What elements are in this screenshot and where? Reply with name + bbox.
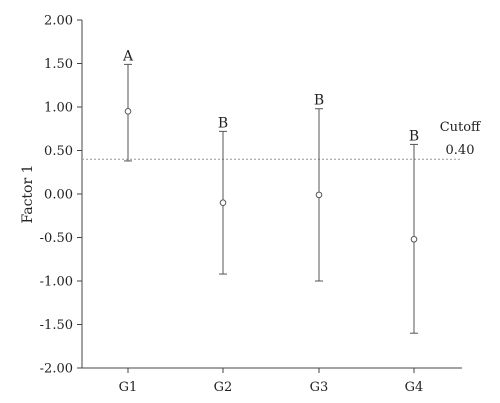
y-tick-label: 1.50 xyxy=(44,57,73,72)
y-tick-label: 2.00 xyxy=(44,14,73,29)
error-bar-group-g2: B xyxy=(218,115,228,275)
y-tick-label: 0.50 xyxy=(44,144,73,159)
x-tick-label: G4 xyxy=(405,380,424,395)
x-tick-label: G2 xyxy=(214,380,233,395)
cutoff-value-label: 0.40 xyxy=(446,143,475,158)
group-letter: B xyxy=(218,115,228,131)
error-bar-group-g1: A xyxy=(122,48,134,162)
y-axis-ticks: 2.00 1.50 1.00 0.50 0.00 -0.50 -1.00 -1.50 -2.00 xyxy=(40,14,82,377)
cutoff-label: Cutoff xyxy=(440,120,482,135)
mean-point xyxy=(315,191,323,199)
mean-point xyxy=(219,199,227,206)
group-letter: B xyxy=(314,93,324,109)
y-tick-label: -0.50 xyxy=(40,231,73,246)
y-tick-label: -2.00 xyxy=(40,362,73,377)
series: A B B B xyxy=(122,48,419,334)
x-tick-label: G3 xyxy=(310,380,329,395)
y-tick-label: -1.50 xyxy=(40,318,73,333)
mean-point xyxy=(124,108,132,115)
y-axis-title: Factor 1 xyxy=(20,164,36,223)
mean-point xyxy=(410,235,418,243)
error-bar-group-g3: B xyxy=(314,93,324,282)
x-axis-ticks: G1 G2 G3 G4 xyxy=(119,368,424,395)
y-tick-label: 1.00 xyxy=(44,101,73,116)
group-letter: A xyxy=(122,48,134,64)
y-tick-label: 0.00 xyxy=(44,188,73,203)
group-letter: B xyxy=(409,128,419,144)
cutoff-group: Cutoff 0.40 xyxy=(82,120,482,160)
x-tick-label: G1 xyxy=(119,380,138,395)
axes xyxy=(81,20,462,369)
y-tick-label: -1.00 xyxy=(40,275,73,290)
error-bar-group-g4: B xyxy=(409,128,419,334)
